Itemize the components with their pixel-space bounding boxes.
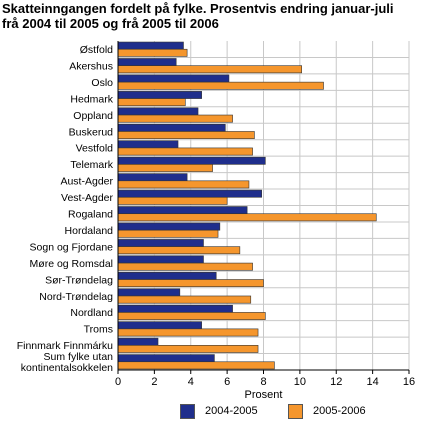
category-label-15: Nord-Trøndelag: [39, 291, 113, 303]
x-tick-label-6: 6: [224, 376, 230, 388]
bar-2-6: [117, 147, 253, 156]
bar-1-16: [117, 304, 233, 313]
legend-label-series-1: 2004-2005: [205, 405, 258, 417]
bar-2-10: [117, 213, 377, 222]
bar-1-3: [117, 91, 202, 99]
category-label-5: Buskerud: [69, 126, 114, 138]
legend-swatch-series-1: [180, 403, 195, 419]
x-tick-label-10: 10: [294, 376, 306, 388]
bar-1-14: [117, 272, 217, 280]
bar-1-6: [117, 140, 179, 149]
legend-swatch-series-2: [288, 403, 303, 419]
bar-1-1: [117, 58, 177, 66]
bar-2-4: [117, 114, 233, 123]
category-label-10: Rogaland: [68, 209, 113, 221]
bar-2-1: [117, 65, 302, 74]
bar-2-11: [117, 229, 219, 238]
bar-1-17: [117, 321, 202, 330]
x-tick-label-8: 8: [260, 376, 266, 388]
category-label-19: Sum fylke utan kontinentalsokkelen: [21, 351, 113, 374]
bar-1-2: [117, 74, 230, 83]
chart-title: Skatteinngangen fordelt på fylke. Prosen…: [2, 1, 422, 31]
bar-1-18: [117, 337, 159, 346]
title-line-2: frå 2004 til 2005 og frå 2005 til 2006: [2, 16, 219, 31]
category-label-2: Oslo: [91, 77, 113, 89]
category-label-4: Oppland: [73, 110, 113, 122]
bar-1-12: [117, 239, 204, 247]
x-tick-label-0: 0: [115, 376, 121, 388]
category-label-7: Telemark: [70, 159, 113, 171]
bar-2-16: [117, 312, 266, 320]
bar-1-0: [117, 41, 184, 50]
bar-2-19: [117, 361, 275, 370]
bar-2-18: [117, 345, 259, 353]
bar-1-10: [117, 206, 248, 215]
bar-chart: Østfold Akershus Oslo Hedmark Oppland Buskeru…: [17, 41, 415, 400]
category-label-12: Sogn og Fjordane: [30, 241, 114, 253]
category-label-0: Østfold: [80, 44, 113, 56]
bar-2-7: [117, 164, 213, 172]
category-label-8: Aust-Agder: [60, 176, 113, 188]
category-label-1: Akershus: [69, 60, 113, 72]
category-label-11: Hordaland: [65, 225, 114, 237]
bar-2-0: [117, 48, 188, 57]
bar-1-11: [117, 222, 221, 231]
bar-2-13: [117, 262, 253, 271]
bar-1-5: [117, 123, 226, 132]
bar-1-13: [117, 255, 204, 264]
legend-item-series-2: 2005-2006: [288, 401, 366, 421]
bar-2-5: [117, 131, 255, 139]
x-axis-title: Prosent: [245, 389, 283, 400]
bar-1-4: [117, 107, 199, 116]
bar-1-8: [117, 173, 188, 182]
bar-1-15: [117, 288, 181, 297]
legend-item-series-1: 2004-2005: [180, 401, 258, 421]
title-line-1: Skatteinngangen fordelt på fylke. Prosen…: [2, 1, 394, 16]
bar-2-12: [117, 246, 241, 255]
category-label-13: Møre og Romsdal: [30, 258, 113, 270]
x-tick-label-2: 2: [151, 376, 157, 388]
bar-2-14: [117, 279, 264, 288]
category-label-3: Hedmark: [70, 93, 113, 105]
bar-1-19: [117, 354, 215, 363]
bar-2-3: [117, 98, 186, 107]
category-label-16: Nordland: [70, 307, 113, 319]
category-label-9: Vest-Agder: [61, 192, 113, 204]
bar-2-2: [117, 81, 324, 90]
bar-2-9: [117, 196, 228, 205]
bar-1-9: [117, 189, 262, 198]
x-tick-label-12: 12: [330, 376, 342, 388]
x-tick-label-4: 4: [188, 376, 194, 388]
x-tick-label-14: 14: [367, 376, 379, 388]
bar-2-17: [117, 328, 259, 337]
category-label-17: Troms: [84, 324, 113, 336]
legend-label-series-2: 2005-2006: [313, 405, 366, 417]
category-label-18: Finnmark Finnmárku: [17, 340, 113, 352]
bar-2-15: [117, 295, 252, 304]
category-label-14: Sør-Trøndelag: [45, 274, 113, 286]
x-tick-label-16: 16: [403, 376, 415, 388]
category-label-6: Vestfold: [76, 143, 114, 155]
bar-1-7: [117, 156, 266, 165]
bar-2-8: [117, 180, 250, 189]
